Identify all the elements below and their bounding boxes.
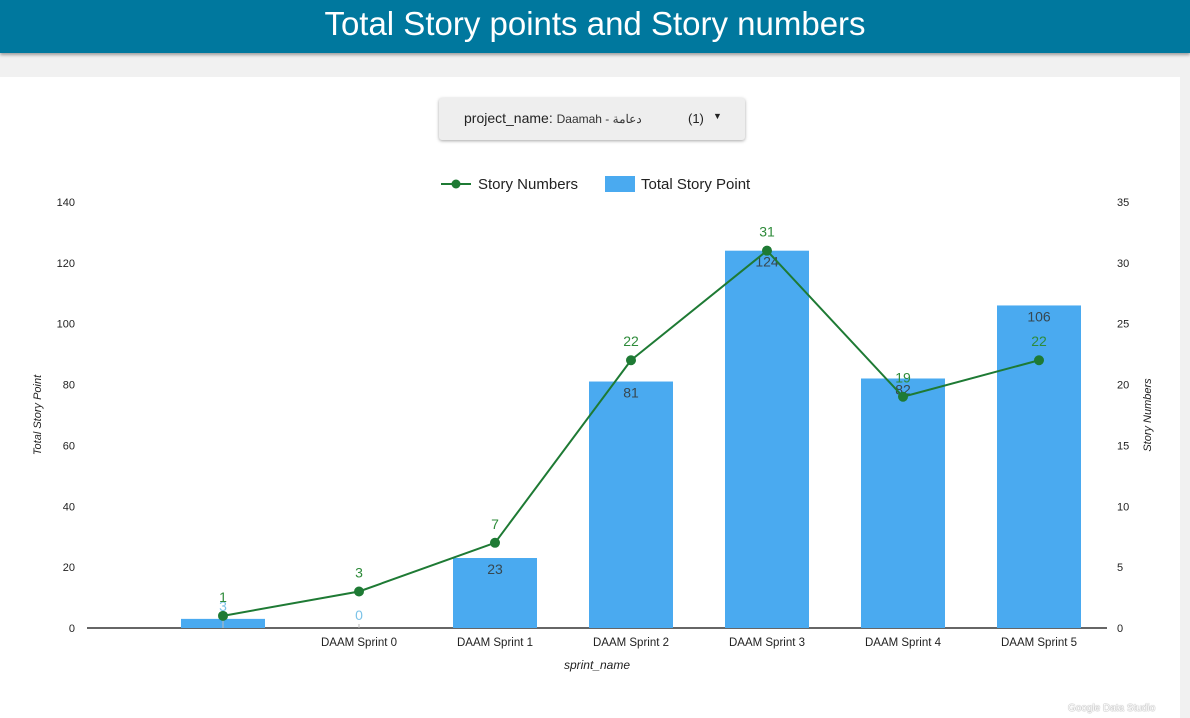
bar-data-label: 3 (219, 598, 227, 614)
y2-tick-label: 20 (1117, 380, 1129, 392)
y2-tick-label: 30 (1117, 258, 1129, 270)
y2-tick-label: 15 (1117, 440, 1129, 452)
x-axis-ticks: DAAM Sprint 0 DAAM Sprint 1 DAAM Sprint 2 D… (321, 637, 1077, 649)
line-data-label: 3 (355, 564, 363, 580)
y2-axis-title: Story Numbers (1142, 378, 1154, 452)
bar-data-label: 81 (623, 385, 639, 401)
bar-series (181, 250, 1081, 628)
line-data-label: 19 (895, 370, 911, 386)
y-tick-label: 20 (63, 562, 75, 574)
x-tick-label: DAAM Sprint 4 (865, 637, 942, 649)
report-header: Total Story points and Story numbers (0, 0, 1190, 53)
bar-data-label: 23 (487, 561, 503, 577)
line-point[interactable] (218, 610, 228, 621)
legend-label-total-story-point: Total Story Point (641, 176, 751, 193)
bar[interactable] (725, 250, 809, 628)
line-data-label: 1 (219, 589, 227, 605)
report-title: Total Story points and Story numbers (324, 5, 866, 42)
line-data-label: 7 (491, 516, 499, 532)
legend-item-story-numbers[interactable]: Story Numbers (441, 176, 578, 193)
chart-legend: Story Numbers Total Story Point (441, 176, 751, 193)
y-tick-label: 100 (57, 319, 75, 331)
x-axis-title: sprint_name (564, 658, 630, 672)
x-tick-label: DAAM Sprint 0 (321, 637, 397, 649)
legend-bar-swatch (605, 176, 635, 192)
legend-label-story-numbers: Story Numbers (478, 176, 578, 193)
y2-tick-label: 0 (1117, 623, 1123, 635)
x-tick-label: DAAM Sprint 1 (457, 637, 533, 649)
line-point[interactable] (898, 391, 908, 402)
line-point[interactable] (490, 537, 500, 548)
y2-tick-label: 35 (1117, 197, 1129, 209)
y-tick-label: 60 (63, 440, 75, 452)
y2-tick-label: 25 (1117, 319, 1129, 331)
filter-value: Daamah - دعامة (556, 112, 642, 126)
bar-data-label: 0 (355, 607, 363, 623)
line-data-label: 22 (623, 333, 639, 349)
y-axis-ticks: 0 20 40 60 80 100 120 140 (57, 197, 75, 635)
filter-label: project_name: Daamah - دعامة (464, 110, 642, 126)
y-axis-title: Total Story Point (32, 374, 44, 455)
y-tick-label: 140 (57, 197, 75, 209)
legend-point-swatch (451, 179, 461, 189)
y2-axis-ticks: 0 5 10 15 20 25 30 35 (1117, 197, 1129, 635)
bar[interactable] (453, 558, 537, 628)
y-tick-label: 0 (69, 623, 75, 635)
caret-down-icon[interactable]: ▼ (713, 111, 722, 121)
bar-data-label: 106 (1027, 308, 1051, 324)
project-name-filter[interactable]: project_name: Daamah - دعامة (1) ▼ (439, 98, 745, 140)
line-point[interactable] (762, 245, 772, 256)
x-tick-label: DAAM Sprint 3 (729, 637, 805, 649)
y2-tick-label: 10 (1117, 501, 1129, 513)
line-data-label: 22 (1031, 333, 1047, 349)
x-tick-label: DAAM Sprint 5 (1001, 637, 1077, 649)
line-data-label: 31 (759, 224, 775, 240)
right-gutter (1180, 77, 1190, 718)
y-tick-label: 120 (57, 258, 75, 270)
line-point[interactable] (354, 586, 364, 597)
watermark: Google Data Studio (1068, 703, 1156, 714)
line-point[interactable] (1034, 355, 1044, 366)
y-tick-label: 40 (63, 501, 75, 513)
bar[interactable] (589, 381, 673, 628)
line-point[interactable] (626, 355, 636, 366)
filter-count: (1) (688, 111, 704, 126)
legend-item-total-story-point[interactable]: Total Story Point (605, 176, 751, 193)
filter-field: project_name (464, 110, 549, 126)
y2-tick-label: 5 (1117, 562, 1123, 574)
y-tick-label: 80 (63, 380, 75, 392)
bar[interactable] (861, 378, 945, 628)
bar[interactable] (997, 305, 1081, 628)
x-tick-label: DAAM Sprint 2 (593, 637, 669, 649)
